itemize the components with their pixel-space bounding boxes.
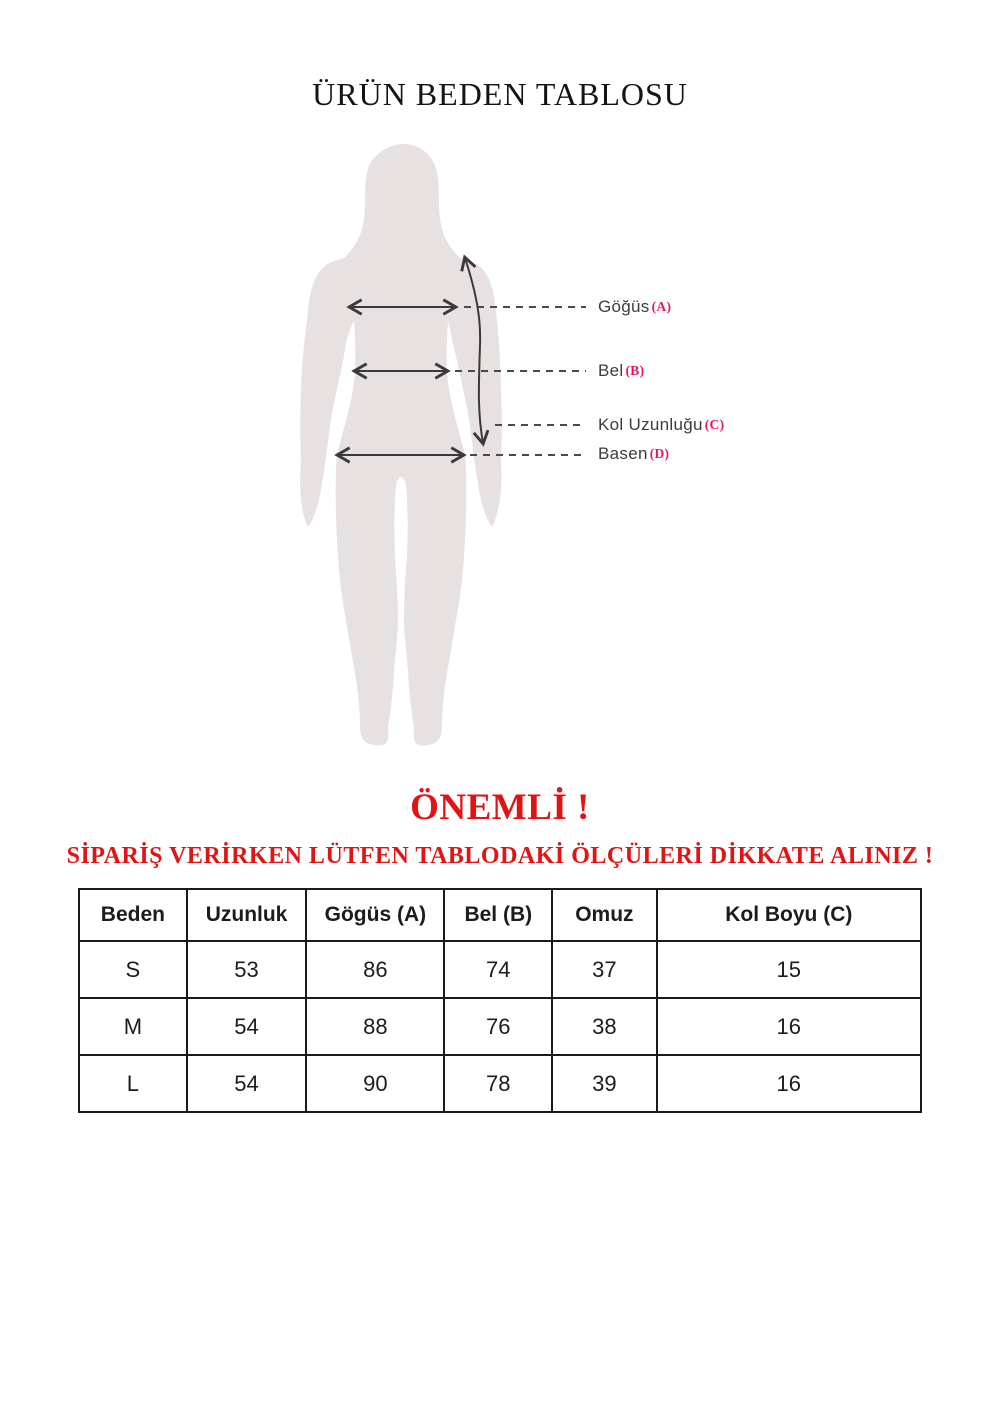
table-row-l: L 54 90 78 39 16 bbox=[78, 1054, 923, 1113]
label-arm-length-text: Kol Uzunluğu bbox=[598, 415, 703, 434]
page-title: ÜRÜN BEDEN TABLOSU bbox=[312, 76, 688, 112]
cell-arm-length: 16 bbox=[655, 1054, 923, 1113]
label-waist-text: Bel bbox=[598, 361, 624, 380]
size-table: Beden Uzunluk Gögüs (A) Bel (B) Omuz Kol… bbox=[78, 888, 923, 1113]
header-shoulder: Omuz bbox=[551, 888, 658, 942]
header-length: Uzunluk bbox=[185, 888, 308, 942]
cell-chest: 90 bbox=[305, 1054, 446, 1113]
label-waist: Bel (B) bbox=[598, 360, 644, 382]
cell-arm-length: 16 bbox=[655, 997, 923, 1056]
cell-shoulder: 39 bbox=[551, 1054, 658, 1113]
important-heading: ÖNEMLİ ! bbox=[410, 787, 590, 828]
label-hip-text: Basen bbox=[598, 444, 648, 463]
cell-waist: 76 bbox=[443, 997, 554, 1056]
arm-length-measure-arrow bbox=[460, 254, 586, 447]
cell-chest: 86 bbox=[305, 940, 446, 999]
label-hip: Basen (D) bbox=[598, 443, 669, 465]
label-hip-code: (D) bbox=[649, 446, 670, 461]
table-row-s: S 53 86 74 37 15 bbox=[78, 940, 923, 999]
label-arm-length-code: (C) bbox=[704, 417, 725, 432]
header-arm-length: Kol Boyu (C) bbox=[655, 888, 923, 942]
header-waist: Bel (B) bbox=[443, 888, 554, 942]
cell-waist: 74 bbox=[443, 940, 554, 999]
cell-waist: 78 bbox=[443, 1054, 554, 1113]
warning-message: SİPARİŞ VERİRKEN LÜTFEN TABLODAKİ ÖLÇÜLE… bbox=[66, 843, 934, 869]
cell-size: S bbox=[78, 940, 188, 999]
cell-length: 53 bbox=[185, 940, 308, 999]
body-measurement-diagram bbox=[300, 144, 586, 746]
cell-arm-length: 15 bbox=[655, 940, 923, 999]
header-size: Beden bbox=[78, 888, 188, 942]
body-silhouette-shape bbox=[300, 144, 502, 746]
size-table-header-row: Beden Uzunluk Gögüs (A) Bel (B) Omuz Kol… bbox=[78, 888, 923, 942]
label-chest: Göğüs (A) bbox=[598, 296, 671, 318]
cell-length: 54 bbox=[185, 1054, 308, 1113]
cell-shoulder: 37 bbox=[551, 940, 658, 999]
header-chest: Gögüs (A) bbox=[305, 888, 446, 942]
cell-size: L bbox=[78, 1054, 188, 1113]
cell-chest: 88 bbox=[305, 997, 446, 1056]
cell-length: 54 bbox=[185, 997, 308, 1056]
table-row-m: M 54 88 76 38 16 bbox=[78, 997, 923, 1056]
label-chest-text: Göğüs bbox=[598, 297, 650, 316]
label-waist-code: (B) bbox=[625, 363, 645, 378]
cell-shoulder: 38 bbox=[551, 997, 658, 1056]
label-arm-length: Kol Uzunluğu (C) bbox=[598, 414, 724, 436]
label-chest-code: (A) bbox=[651, 299, 672, 314]
cell-size: M bbox=[78, 997, 188, 1056]
